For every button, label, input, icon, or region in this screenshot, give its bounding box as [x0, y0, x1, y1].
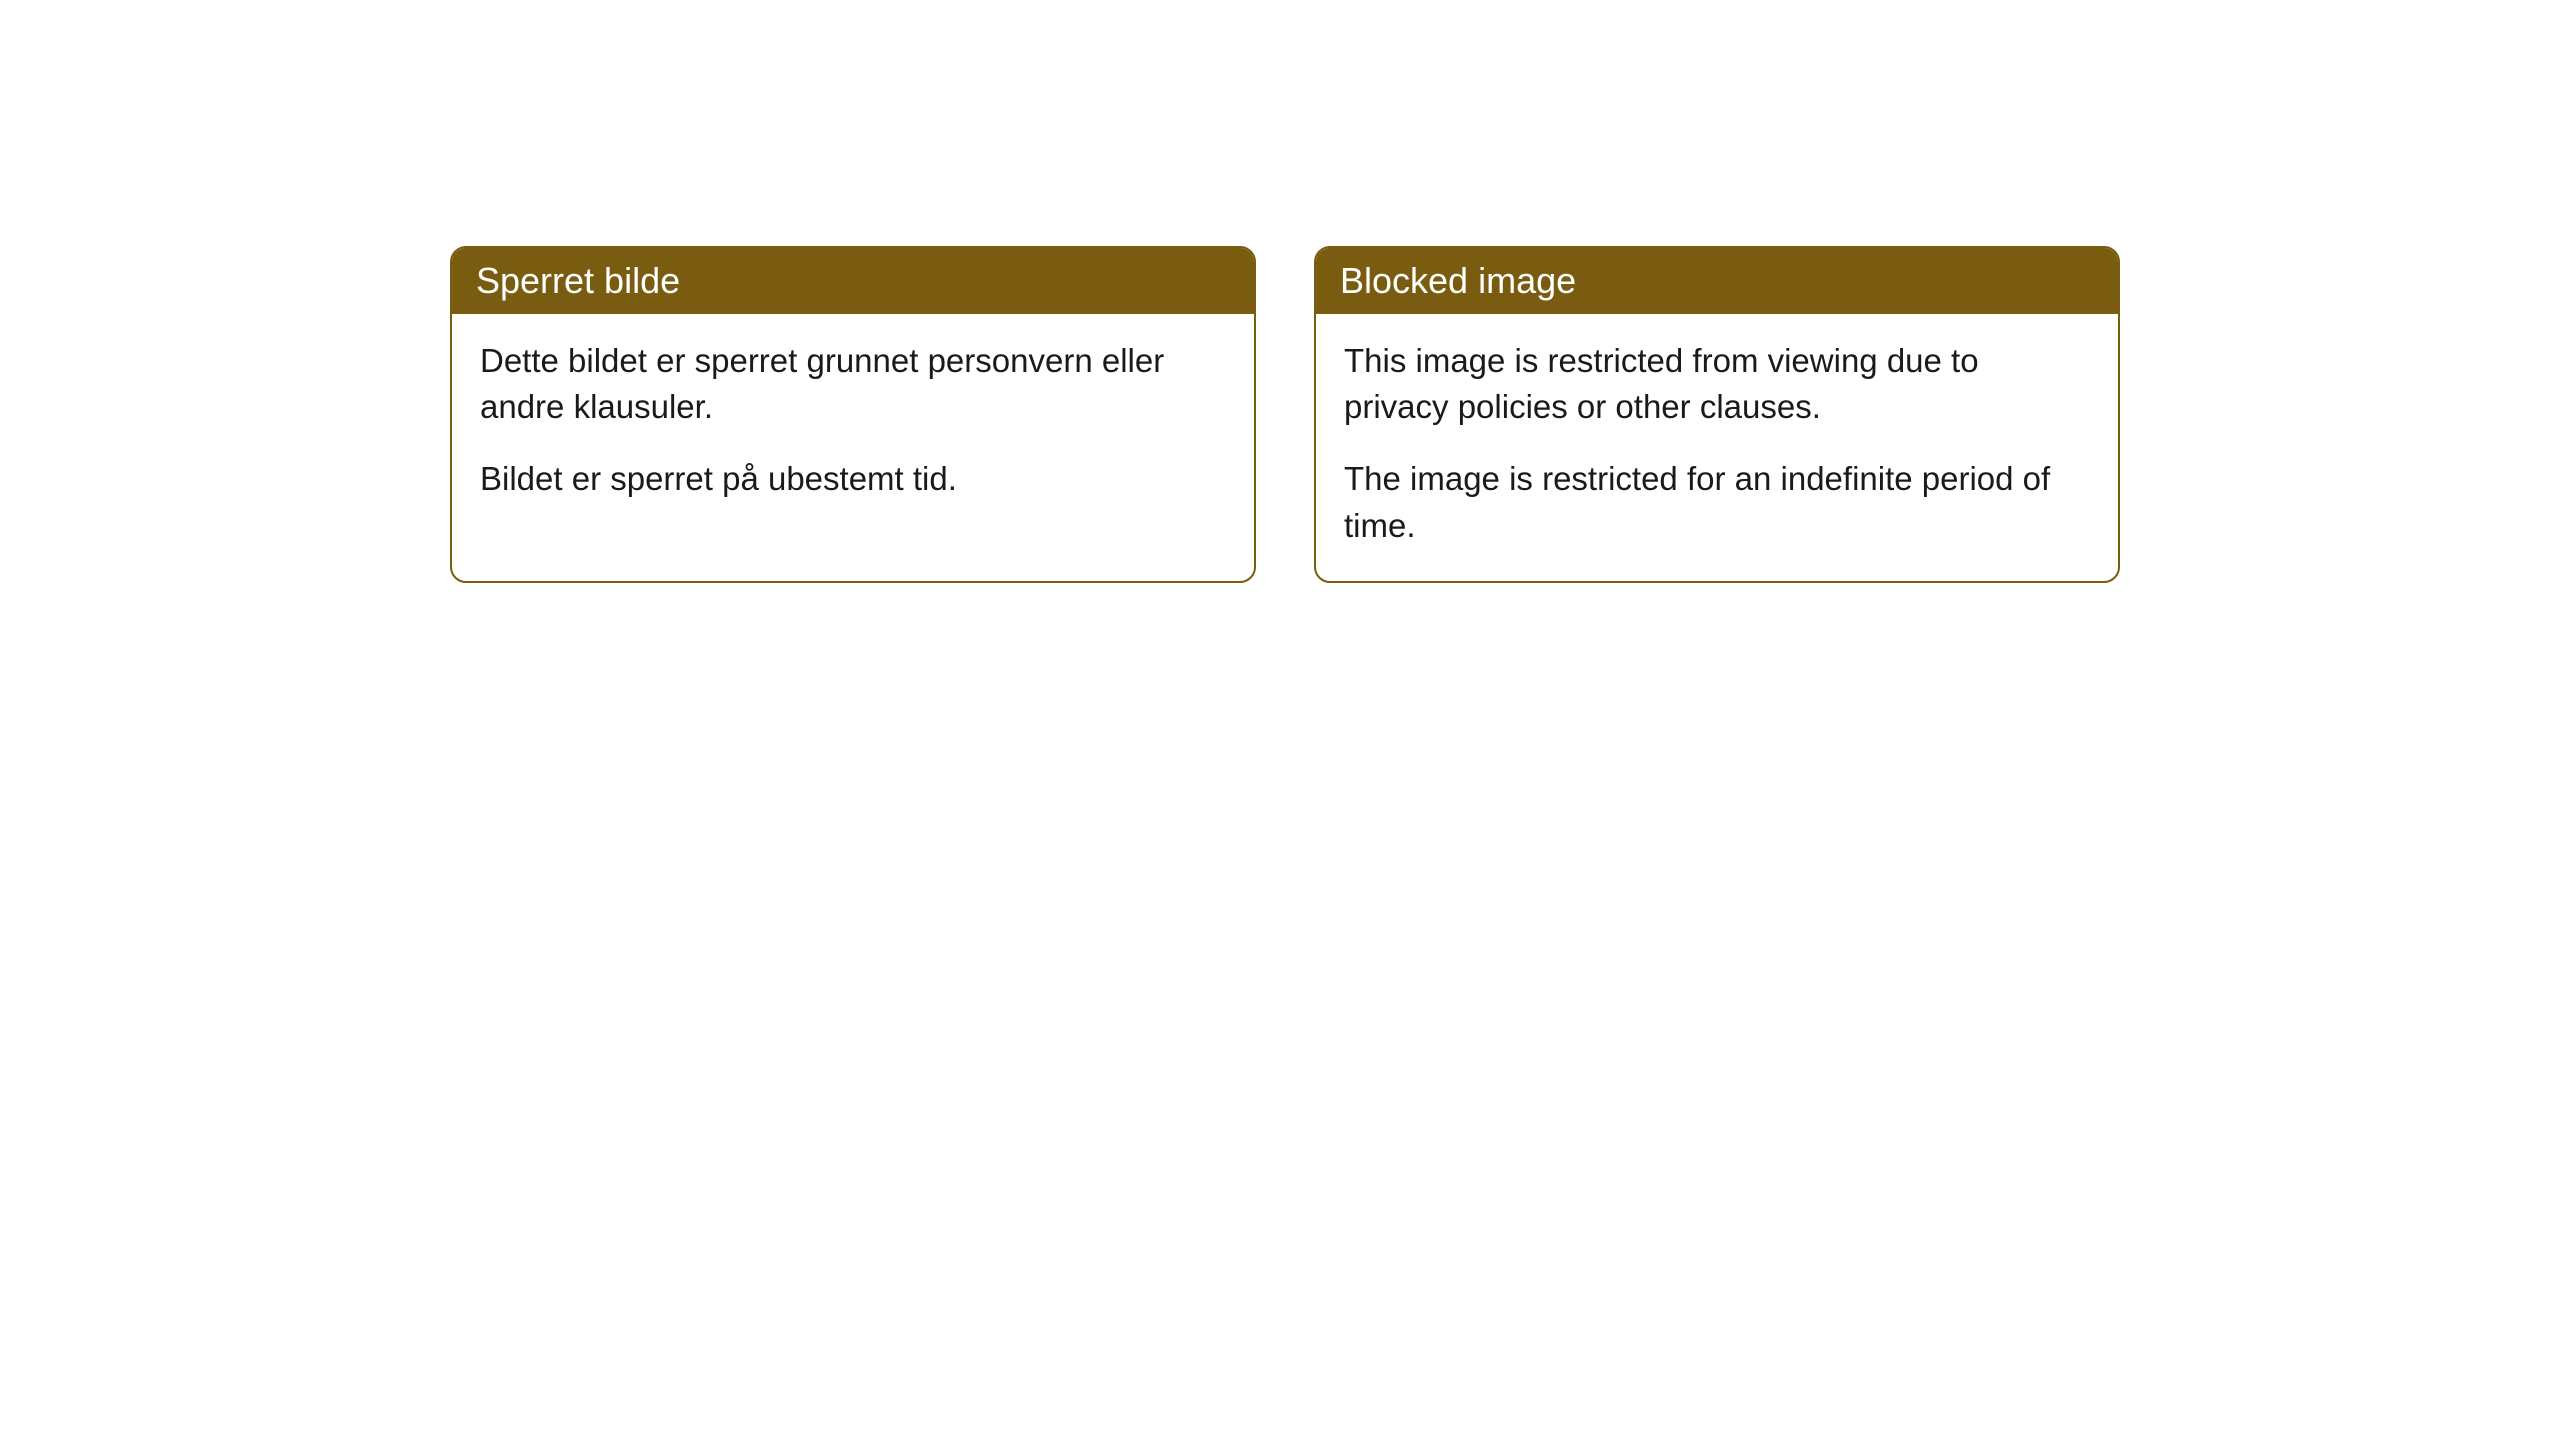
- card-body: This image is restricted from viewing du…: [1316, 314, 2118, 581]
- card-title: Sperret bilde: [476, 260, 680, 301]
- card-body: Dette bildet er sperret grunnet personve…: [452, 314, 1254, 535]
- blocked-image-card-english: Blocked image This image is restricted f…: [1314, 246, 2120, 583]
- card-header: Sperret bilde: [452, 248, 1254, 314]
- card-paragraph: The image is restricted for an indefinit…: [1344, 456, 2090, 548]
- card-title: Blocked image: [1340, 260, 1576, 301]
- card-header: Blocked image: [1316, 248, 2118, 314]
- blocked-image-card-norwegian: Sperret bilde Dette bildet er sperret gr…: [450, 246, 1256, 583]
- card-paragraph: Dette bildet er sperret grunnet personve…: [480, 338, 1226, 430]
- card-paragraph: This image is restricted from viewing du…: [1344, 338, 2090, 430]
- card-paragraph: Bildet er sperret på ubestemt tid.: [480, 456, 1226, 502]
- notice-cards-container: Sperret bilde Dette bildet er sperret gr…: [450, 246, 2120, 583]
